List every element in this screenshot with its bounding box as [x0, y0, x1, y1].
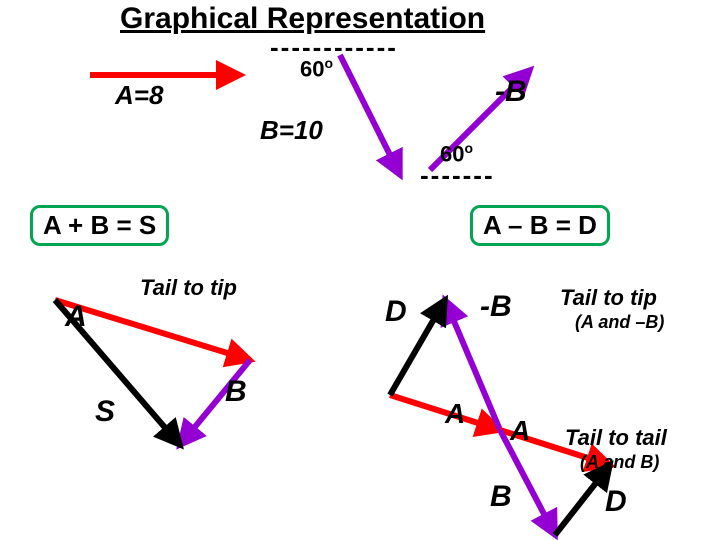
right-dashes: -------: [420, 160, 495, 191]
vector-b: [340, 55, 400, 175]
angle-top-num: 60: [300, 56, 324, 81]
diff-d-label-2: D: [605, 485, 627, 519]
diff-a-label-1: A: [445, 398, 465, 430]
formula-diff: A – B = D: [470, 205, 610, 246]
diff-a-label-2: A: [510, 415, 530, 447]
diff-b-label: B: [490, 480, 512, 514]
angle-right-deg: o: [464, 140, 473, 156]
diff-vector-d-2: [555, 465, 610, 535]
sum-s-label: S: [95, 395, 115, 429]
diff-negb-label: -B: [480, 290, 512, 324]
vector-b-label: B=10: [260, 115, 323, 146]
top-dashes: ------------: [270, 32, 398, 63]
diff-d-label: D: [385, 295, 407, 329]
sum-note: Tail to tip: [140, 275, 237, 301]
angle-top: 60o: [300, 55, 333, 82]
diff-note1-sub: (A and –B): [575, 312, 664, 333]
angle-top-deg: o: [324, 55, 333, 71]
formula-sum: A + B = S: [30, 205, 169, 246]
sum-a-label: A: [65, 300, 87, 334]
diff-note2: Tail to tail: [565, 425, 667, 451]
vector-a-label: A=8: [115, 80, 163, 111]
sum-b-label: B: [225, 375, 247, 409]
diff-note2-sub: (A and B): [580, 452, 659, 473]
vector-negb-label: -B: [495, 75, 527, 109]
diff-note1: Tail to tip: [560, 285, 657, 311]
